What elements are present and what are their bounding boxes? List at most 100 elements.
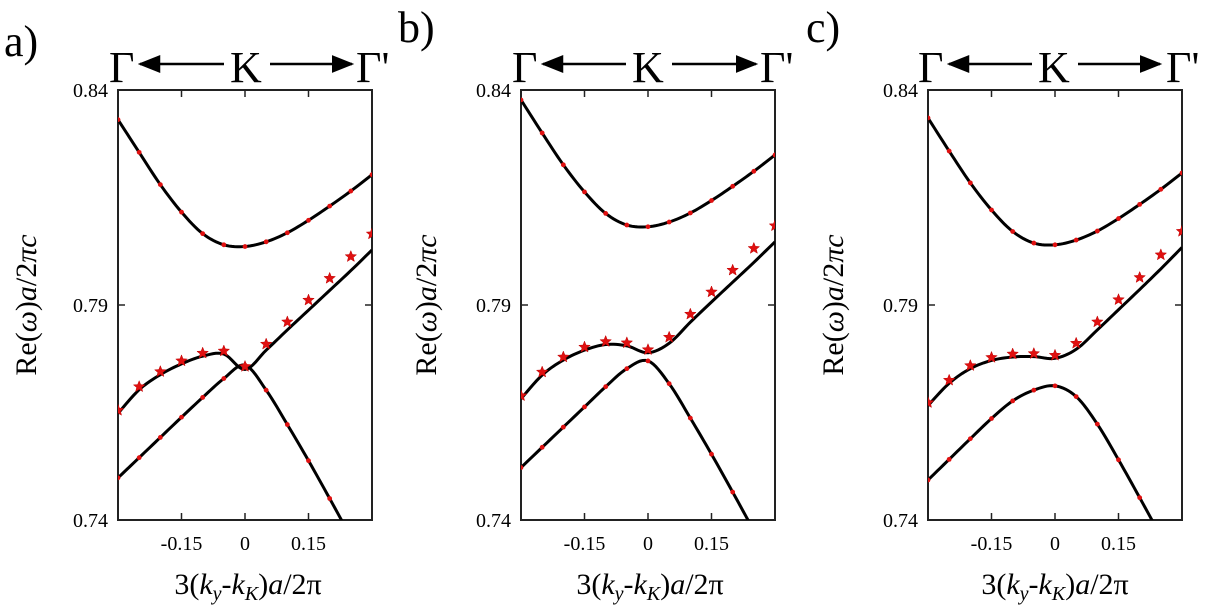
y-tick-label: 0.74: [476, 510, 511, 532]
data-point-middle-band: [705, 285, 718, 298]
data-point-lower-band: [709, 451, 714, 457]
x-tick-label: -0.15: [564, 533, 606, 555]
x-tick-label: 0: [240, 533, 250, 555]
path-end-label: Γ': [1166, 43, 1199, 92]
series-line-upper-band: [521, 99, 775, 229]
series-layer: [118, 117, 375, 579]
data-point-lower-band: [582, 404, 587, 410]
data-point-middle-band: [365, 227, 372, 240]
series-layer: [521, 97, 778, 572]
data-point-lower-band: [560, 424, 566, 430]
data-point-middle-band: [1048, 348, 1062, 361]
path-mid-label: K: [1038, 43, 1070, 92]
path-header: Γ K Γ': [512, 43, 793, 92]
data-point-middle-band: [280, 315, 294, 328]
path-start-label: Γ: [512, 43, 537, 92]
data-point-lower-band: [1180, 573, 1185, 578]
data-point-upper-band: [666, 219, 672, 225]
data-point-upper-band: [709, 198, 714, 203]
plot-frame: [117, 89, 373, 521]
data-point-middle-band: [175, 354, 188, 367]
x-tick-label: -0.15: [971, 533, 1013, 555]
data-point-upper-band: [967, 180, 973, 186]
data-point-upper-band: [560, 162, 566, 168]
panel-letter: b): [398, 3, 435, 52]
data-point-upper-band: [306, 217, 311, 223]
data-point-middle-band: [599, 334, 613, 347]
data-point-middle-band: [747, 241, 761, 254]
data-point-upper-band: [603, 211, 609, 216]
data-point-middle-band: [1112, 293, 1125, 306]
data-point-middle-band: [1133, 270, 1147, 283]
path-mid-label: K: [230, 43, 262, 92]
x-tick-label: 0.15: [694, 533, 729, 555]
x-axis-label: 3(ky-kK)a/2π: [174, 568, 321, 605]
data-point-lower-band: [928, 477, 931, 483]
y-tick-label: 0.79: [476, 295, 511, 317]
data-point-middle-band: [196, 346, 210, 359]
y-tick-label: 0.84: [883, 80, 918, 102]
plot-frame: [520, 89, 776, 521]
data-point-middle-band: [641, 343, 655, 356]
data-point-middle-band: [344, 249, 358, 263]
data-point-upper-band: [645, 224, 651, 230]
data-point-middle-band: [118, 403, 125, 416]
data-point-lower-band: [730, 489, 736, 495]
panel-c: c) Γ K Γ' -0.15 0 0.15 0.74 0.79 0.84 Re(ω)a/…: [806, 3, 1199, 605]
x-tick-label: 0.15: [291, 533, 326, 555]
data-point-upper-band: [521, 97, 524, 103]
data-point-lower-band: [1116, 457, 1121, 463]
data-point-lower-band: [370, 574, 375, 579]
data-point-lower-band: [1052, 383, 1058, 389]
data-point-upper-band: [946, 148, 952, 154]
data-point-upper-band: [1158, 186, 1164, 192]
plot-area: [928, 115, 1185, 578]
data-point-lower-band: [136, 455, 142, 461]
data-point-lower-band: [687, 415, 693, 421]
path-header: Γ K Γ': [918, 43, 1199, 92]
data-point-middle-band: [620, 336, 634, 349]
data-point-lower-band: [242, 362, 248, 368]
data-point-lower-band: [751, 528, 756, 533]
data-point-lower-band: [773, 567, 778, 572]
data-point-upper-band: [118, 117, 121, 123]
plot-frame: [927, 89, 1183, 521]
y-tick-label: 0.74: [883, 510, 918, 532]
path-header: Γ K Γ': [109, 43, 389, 92]
series-line-middle-band: [521, 240, 775, 400]
x-tick-label: 0.15: [1101, 533, 1136, 555]
data-point-upper-band: [1094, 228, 1100, 234]
panel-a: a) Γ K Γ' -0.15 0 0.15 0.74 0.79 0.84 Re(ω)a/…: [4, 17, 389, 605]
data-point-lower-band: [221, 376, 227, 381]
y-tick-label: 0.79: [73, 295, 108, 317]
data-point-upper-band: [200, 231, 206, 237]
data-point-middle-band: [942, 373, 956, 386]
data-point-lower-band: [967, 436, 973, 442]
data-point-lower-band: [1031, 387, 1037, 393]
y-tick-label: 0.74: [73, 510, 108, 532]
data-point-lower-band: [603, 384, 609, 390]
data-point-upper-band: [284, 230, 290, 236]
data-point-lower-band: [624, 366, 630, 372]
x-tick-label: -0.15: [161, 533, 203, 555]
data-point-upper-band: [772, 152, 775, 158]
series-line-upper-band: [118, 118, 372, 249]
data-point-upper-band: [1073, 237, 1079, 243]
data-point-middle-band: [1154, 248, 1168, 261]
data-point-middle-band: [1090, 315, 1104, 328]
data-point-lower-band: [645, 358, 651, 364]
data-point-lower-band: [1073, 394, 1079, 399]
data-point-middle-band: [1027, 346, 1041, 360]
path-end-label: Γ': [356, 43, 389, 92]
series-line-upper-band: [928, 117, 1182, 247]
data-point-lower-band: [521, 465, 524, 470]
data-point-upper-band: [687, 210, 693, 216]
panel-letter: c): [806, 3, 840, 52]
data-point-upper-band: [136, 149, 142, 155]
data-point-upper-band: [1010, 229, 1016, 234]
data-point-lower-band: [157, 435, 163, 440]
data-point-lower-band: [539, 444, 545, 450]
series-layer: [928, 115, 1185, 578]
plot-area: [118, 117, 375, 579]
